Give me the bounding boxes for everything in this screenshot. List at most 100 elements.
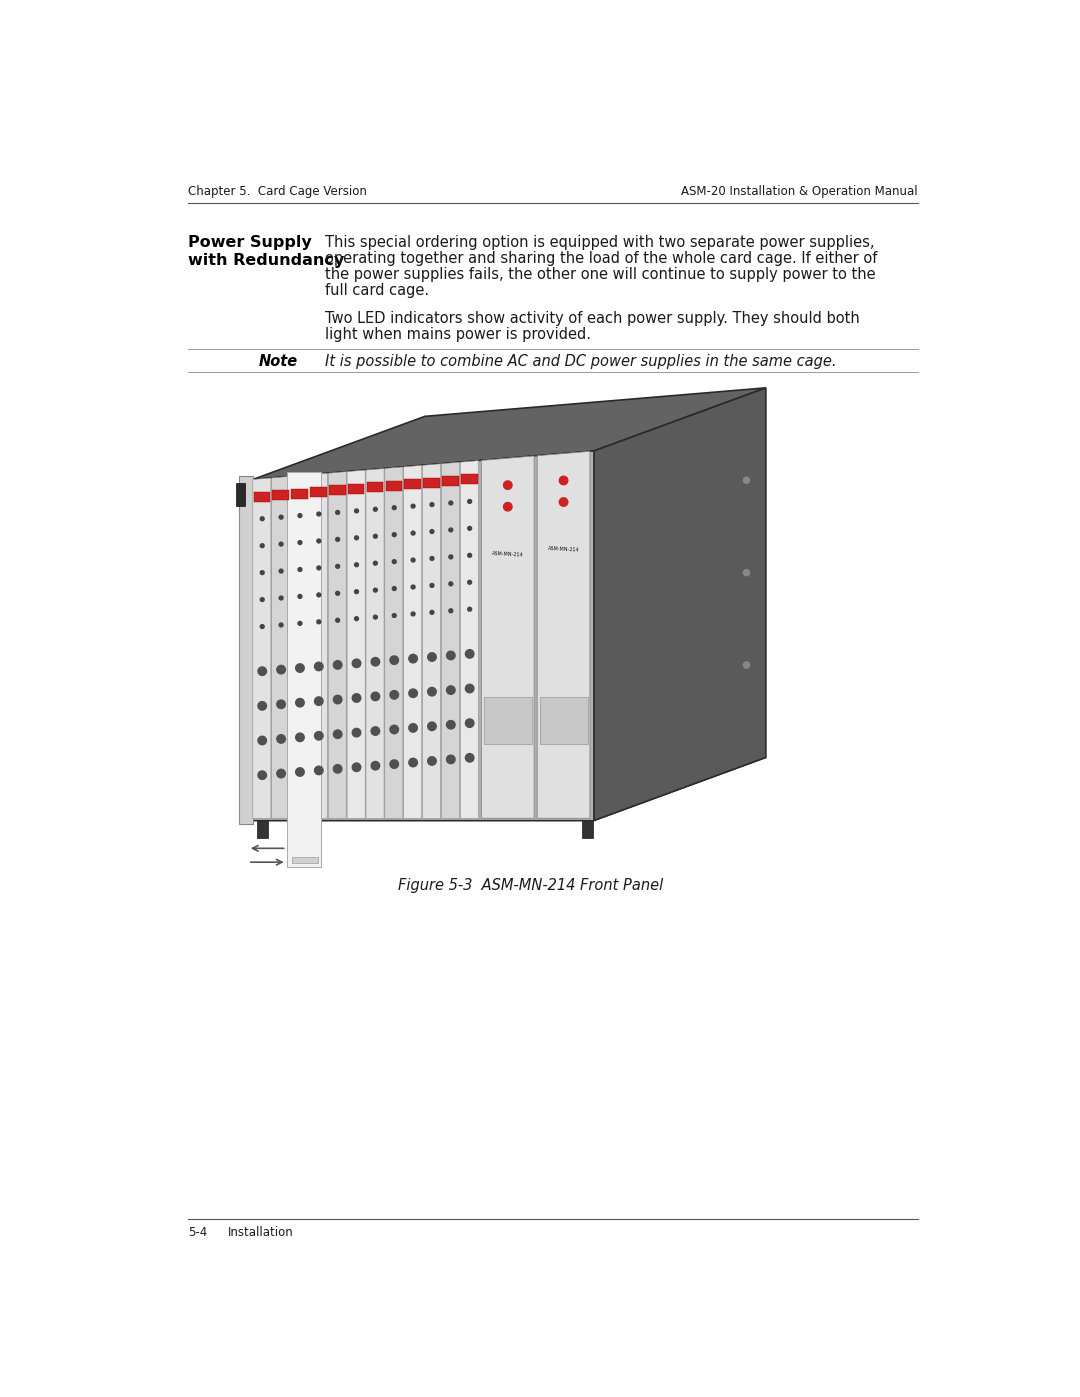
Bar: [292, 489, 308, 499]
Circle shape: [559, 476, 568, 485]
Bar: [272, 490, 289, 500]
Circle shape: [468, 608, 472, 610]
Circle shape: [279, 542, 283, 546]
Polygon shape: [460, 461, 478, 819]
Bar: [257, 820, 268, 838]
Text: full card cage.: full card cage.: [325, 282, 429, 298]
Text: Power Supply: Power Supply: [188, 236, 311, 250]
Circle shape: [390, 657, 399, 665]
Circle shape: [411, 559, 415, 562]
Bar: [423, 478, 440, 488]
Text: It is possible to combine AC and DC power supplies in the same cage.: It is possible to combine AC and DC powe…: [325, 353, 836, 369]
Circle shape: [316, 566, 321, 570]
Circle shape: [336, 564, 339, 569]
Circle shape: [743, 570, 750, 576]
Circle shape: [430, 556, 434, 560]
Bar: [484, 697, 531, 743]
Circle shape: [316, 620, 321, 623]
Polygon shape: [384, 467, 403, 819]
Circle shape: [392, 506, 396, 510]
Circle shape: [354, 590, 359, 594]
Circle shape: [392, 560, 396, 563]
Circle shape: [316, 592, 321, 597]
Circle shape: [276, 665, 285, 673]
Circle shape: [276, 700, 285, 708]
Text: ASM-20 Installation & Operation Manual: ASM-20 Installation & Operation Manual: [681, 186, 918, 198]
Circle shape: [316, 539, 321, 543]
Circle shape: [372, 658, 380, 666]
Polygon shape: [291, 475, 309, 819]
Circle shape: [428, 687, 436, 696]
Polygon shape: [286, 472, 321, 866]
Circle shape: [372, 761, 380, 770]
Circle shape: [336, 591, 339, 595]
Circle shape: [465, 650, 474, 658]
Circle shape: [374, 615, 377, 619]
Circle shape: [446, 756, 455, 764]
Text: ASM-MN-214: ASM-MN-214: [491, 550, 524, 557]
Bar: [540, 697, 588, 743]
Text: light when mains power is provided.: light when mains power is provided.: [325, 327, 591, 342]
Circle shape: [334, 696, 342, 704]
Circle shape: [352, 763, 361, 771]
Circle shape: [390, 760, 399, 768]
Bar: [582, 820, 593, 838]
Circle shape: [430, 529, 434, 534]
Circle shape: [372, 726, 380, 735]
Circle shape: [276, 735, 285, 743]
Circle shape: [430, 584, 434, 587]
Circle shape: [372, 692, 380, 701]
Circle shape: [411, 531, 415, 535]
Circle shape: [298, 622, 302, 626]
Circle shape: [279, 623, 283, 627]
Circle shape: [296, 698, 305, 707]
Text: Chapter 5.  Card Cage Version: Chapter 5. Card Cage Version: [188, 186, 366, 198]
Circle shape: [260, 598, 265, 602]
Circle shape: [411, 612, 415, 616]
Circle shape: [428, 652, 436, 661]
Circle shape: [279, 515, 283, 520]
Circle shape: [411, 504, 415, 509]
Circle shape: [409, 724, 417, 732]
Polygon shape: [253, 451, 594, 820]
Text: ASM-MN-214: ASM-MN-214: [548, 546, 580, 553]
Circle shape: [428, 757, 436, 766]
Circle shape: [374, 507, 377, 511]
Circle shape: [314, 697, 323, 705]
Bar: [329, 486, 346, 496]
Circle shape: [468, 580, 472, 584]
Polygon shape: [253, 478, 271, 819]
Bar: [404, 479, 421, 489]
Circle shape: [449, 528, 453, 532]
Circle shape: [296, 768, 305, 777]
Circle shape: [298, 595, 302, 598]
Circle shape: [334, 731, 342, 739]
Circle shape: [298, 514, 302, 517]
Circle shape: [314, 766, 323, 775]
Polygon shape: [272, 476, 289, 819]
Circle shape: [352, 694, 361, 703]
Circle shape: [298, 541, 302, 545]
Polygon shape: [309, 474, 327, 819]
Circle shape: [374, 588, 377, 592]
Circle shape: [392, 613, 396, 617]
Circle shape: [743, 662, 750, 668]
Text: the power supplies fails, the other one will continue to supply power to the: the power supplies fails, the other one …: [325, 267, 876, 282]
Polygon shape: [442, 462, 459, 819]
Circle shape: [314, 732, 323, 740]
Circle shape: [336, 538, 339, 541]
Circle shape: [503, 503, 512, 511]
Bar: [367, 482, 383, 492]
Circle shape: [468, 527, 472, 531]
Bar: [348, 483, 364, 495]
Text: Figure 5-3  ASM-MN-214 Front Panel: Figure 5-3 ASM-MN-214 Front Panel: [397, 877, 663, 893]
Circle shape: [392, 587, 396, 591]
Bar: [235, 483, 245, 507]
Circle shape: [258, 666, 267, 675]
Circle shape: [260, 517, 265, 521]
Circle shape: [298, 567, 302, 571]
Circle shape: [449, 555, 453, 559]
Polygon shape: [253, 388, 766, 479]
Bar: [310, 488, 326, 497]
Circle shape: [336, 510, 339, 514]
